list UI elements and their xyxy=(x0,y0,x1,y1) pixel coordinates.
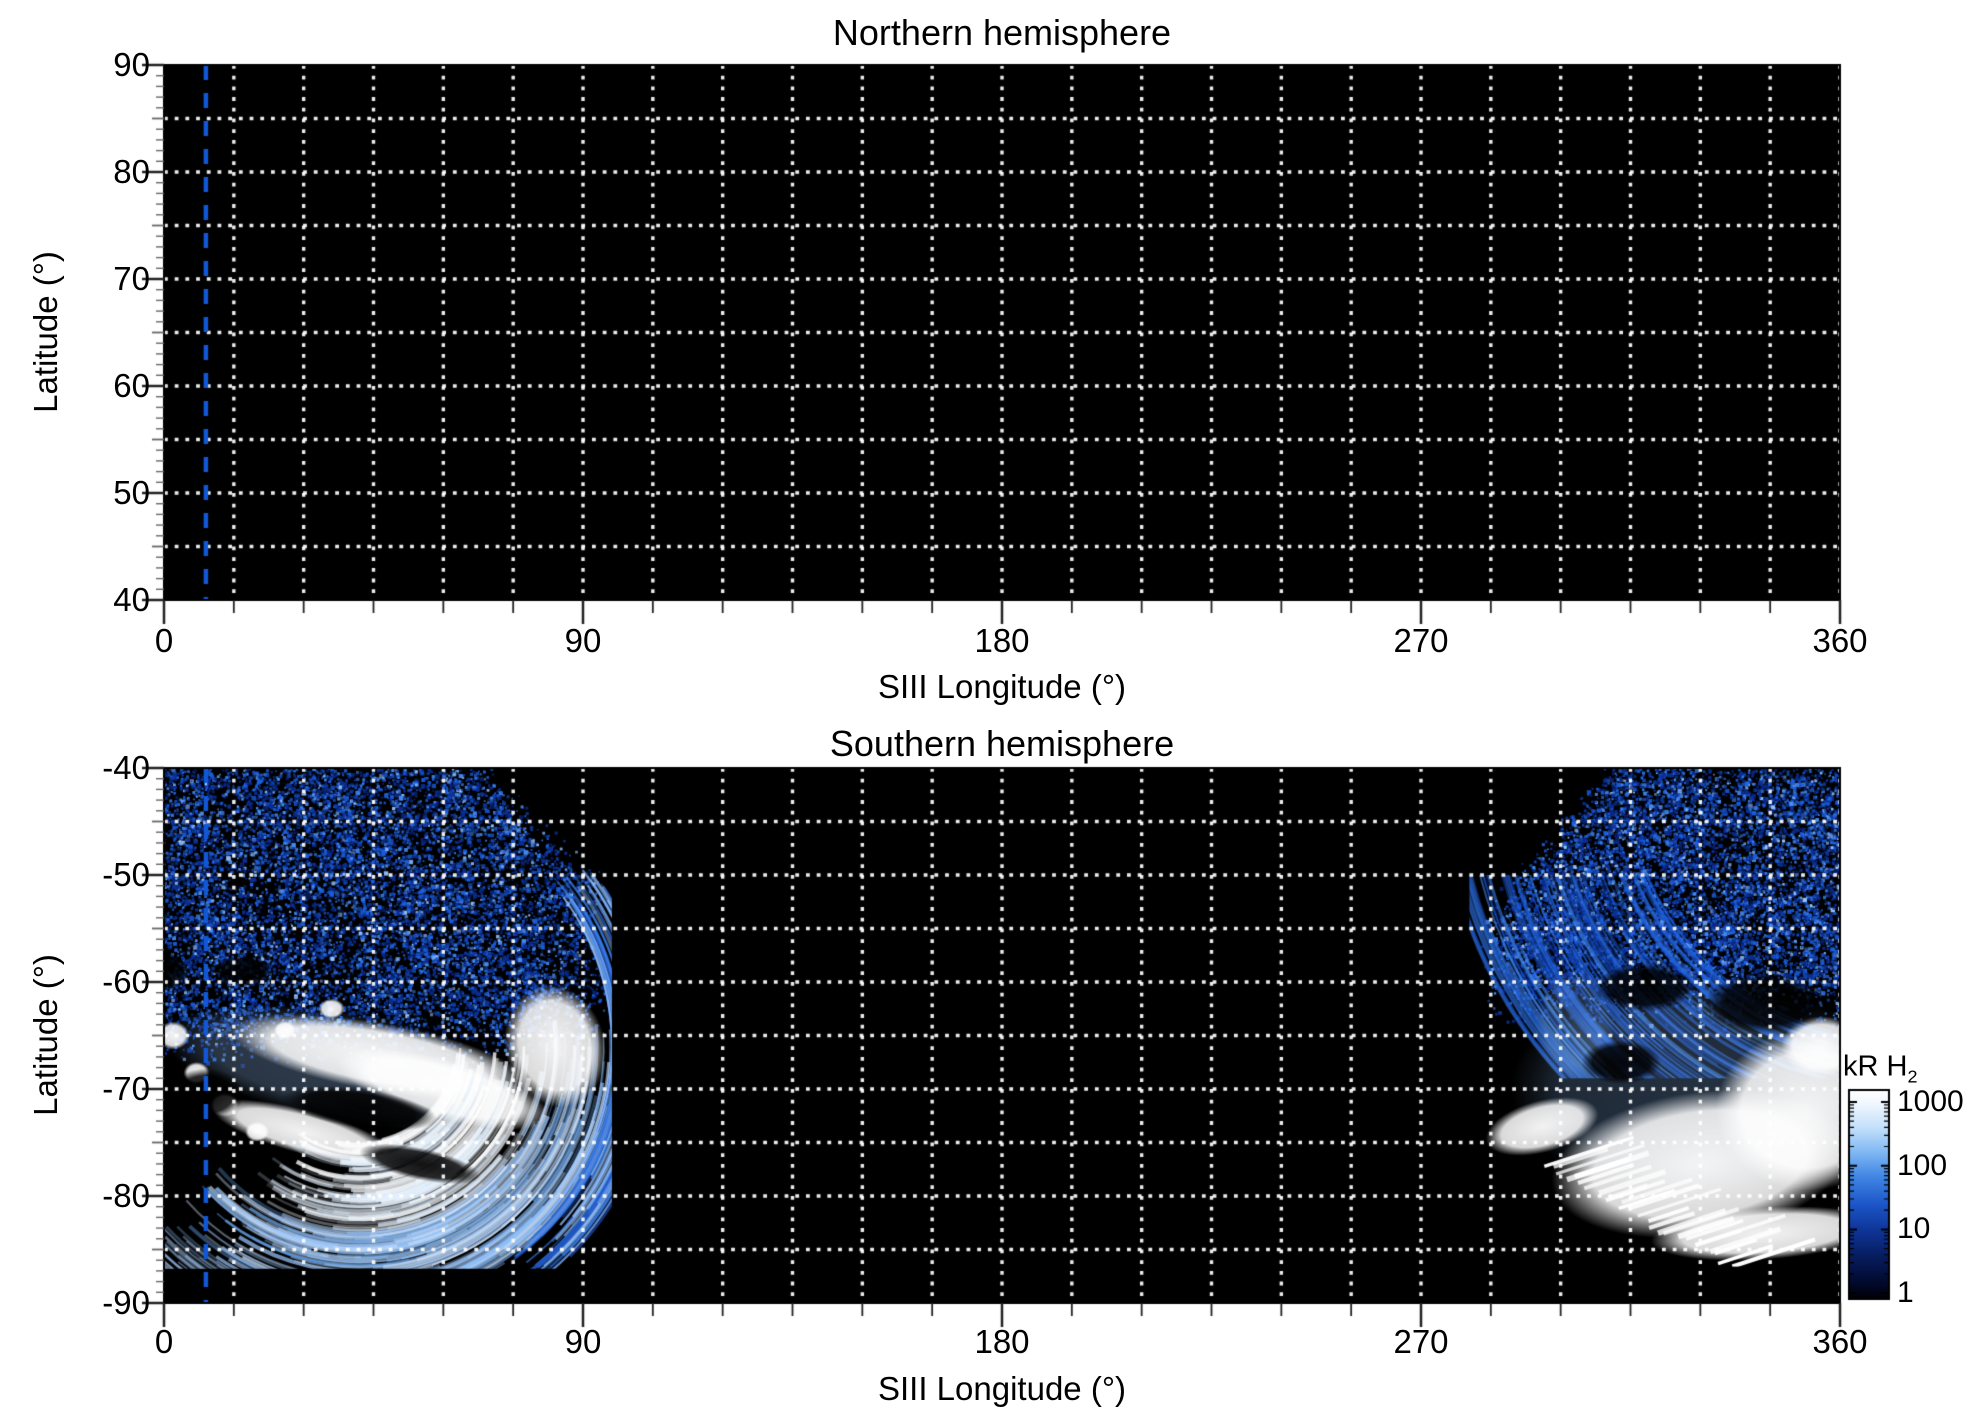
south-y-tick-label: -60 xyxy=(102,963,150,1000)
north-x-tick-label: 180 xyxy=(974,622,1030,659)
south-y-axis-title: Latitude (°) xyxy=(27,954,64,1116)
north-y-tick-label: 80 xyxy=(113,153,150,190)
north-y-tick-label: 70 xyxy=(113,260,150,297)
south-x-tick-label: 0 xyxy=(154,1323,174,1360)
south-x-tick-label: 90 xyxy=(564,1323,602,1360)
colorbar-title-text: kR H xyxy=(1843,1050,1908,1083)
south-y-tick-label: -70 xyxy=(102,1070,150,1107)
south-panel-title: Southern hemisphere xyxy=(829,723,1175,764)
north-x-tick-label: 360 xyxy=(1812,622,1868,659)
north-y-tick-label: 90 xyxy=(113,46,150,83)
colorbar-title-subscript: 2 xyxy=(1907,1066,1918,1087)
south-y-tick-label: -80 xyxy=(102,1177,150,1214)
north-panel-title: Northern hemisphere xyxy=(832,12,1172,53)
south-x-axis-title: SIII Longitude (°) xyxy=(878,1370,1126,1407)
north-y-axis-title: Latitude (°) xyxy=(27,251,64,413)
north-x-tick-label: 90 xyxy=(564,622,602,659)
colorbar-tick-label: 100 xyxy=(1897,1148,1948,1182)
colorbar-title: kR H2 xyxy=(1843,1051,1917,1088)
colorbar-tick-label: 10 xyxy=(1897,1212,1931,1246)
north-y-tick-label: 40 xyxy=(113,581,150,618)
north-y-tick-label: 50 xyxy=(113,474,150,511)
south-y-tick-label: -90 xyxy=(102,1284,150,1321)
north-x-tick-label: 270 xyxy=(1393,622,1449,659)
south-x-tick-label: 180 xyxy=(974,1323,1030,1360)
north-x-tick-label: 0 xyxy=(154,622,174,659)
south-y-tick-label: -50 xyxy=(102,856,150,893)
south-x-tick-label: 270 xyxy=(1393,1323,1449,1360)
south-y-tick-label: -40 xyxy=(102,749,150,786)
north-x-axis-title: SIII Longitude (°) xyxy=(878,668,1126,705)
north-y-tick-label: 60 xyxy=(113,367,150,404)
colorbar-tick-label: 1000 xyxy=(1897,1085,1964,1118)
south-x-tick-label: 360 xyxy=(1812,1323,1868,1360)
colorbar-tick-label: 1 xyxy=(1897,1276,1914,1310)
